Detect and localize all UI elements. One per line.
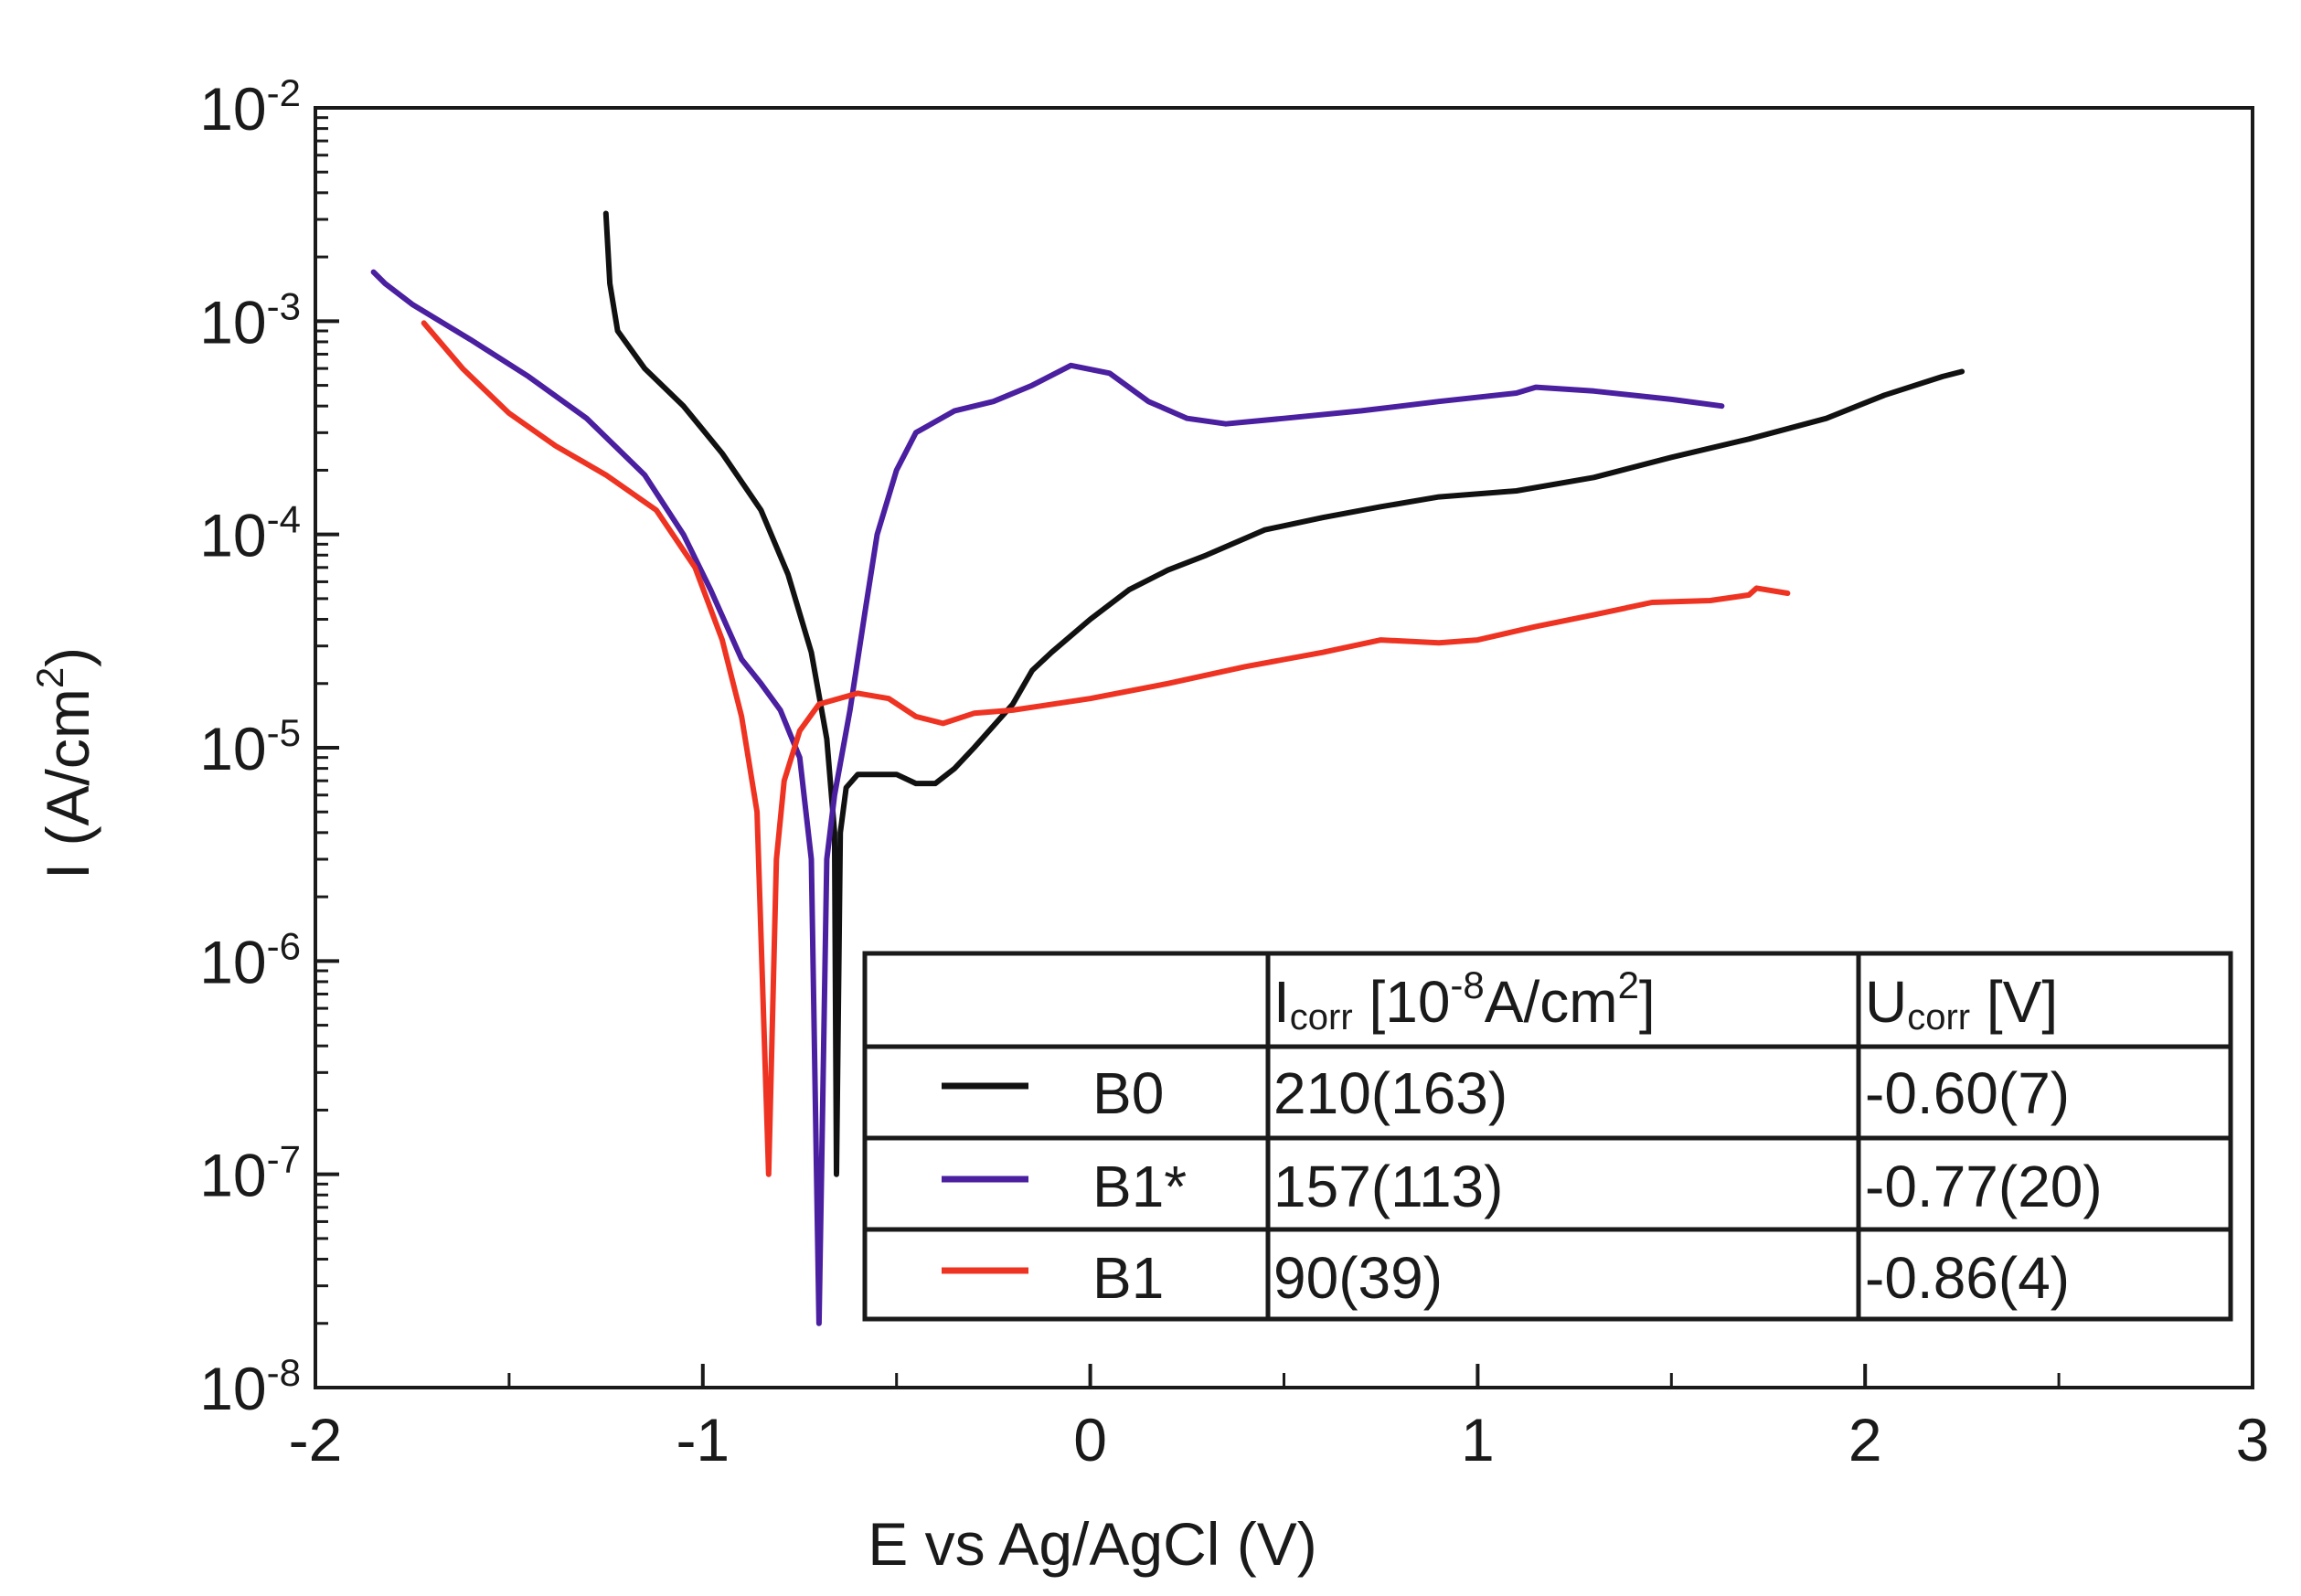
icorr-value-b1star: 157(113) [1273,1154,1503,1219]
x-tick-labels: -2 -1 0 1 2 3 [289,1406,2270,1474]
header-icorr-main: I [1273,969,1290,1035]
header-ucorr-rest: [V] [1970,969,2058,1035]
y-tick-label: 10-3 [199,284,301,356]
y-tick-label: 10-6 [199,924,301,995]
ucorr-value-b0: -0.60(7) [1865,1060,2070,1126]
series-line-b1 [421,320,1791,1177]
y-axis-title: I (A/cm2) [28,647,101,879]
x-tick-label: 2 [1848,1406,1882,1474]
x-tick-label: 1 [1461,1406,1495,1474]
y-axis-title-main: I (A/cm [34,688,101,879]
y-tick-label: 10-2 [199,71,301,143]
x-tick-label: 0 [1073,1406,1107,1474]
x-tick-label: 3 [2236,1406,2270,1474]
plot-frame [314,106,2254,1389]
header-icorr: Icorr [10-8A/cm2] [1273,963,1656,1037]
icorr-value-b1: 90(39) [1273,1245,1443,1311]
y-tick-labels: 10-2 10-3 10-4 10-5 10-6 10-7 10-8 [199,71,301,1422]
x-axis-title: E vs Ag/AgCl (V) [868,1510,1317,1578]
legend-label-b1star: B1* [1092,1154,1187,1219]
ucorr-value-b1star: -0.77(20) [1865,1154,2103,1219]
icorr-value-b0: 210(163) [1273,1060,1507,1126]
legend-label-b0: B0 [1092,1060,1164,1126]
y-tick-label: 10-7 [199,1138,301,1209]
minor-ticks [315,116,2061,1388]
header-ucorr: Ucorr [V] [1865,969,2058,1037]
header-icorr-rest2: A/cm [1485,969,1618,1035]
series-line-b1star [370,269,1725,1326]
series-line-b0 [602,210,1965,1177]
header-icorr-rest3: ] [1639,969,1656,1035]
header-icorr-sup1: -8 [1450,963,1484,1006]
y-tick-label: 10-8 [199,1351,301,1422]
legend-table: Icorr [10-8A/cm2] Ucorr [V] B0 210(163) … [862,951,2233,1322]
y-tick-label: 10-5 [199,711,301,782]
header-ucorr-main: U [1865,969,1907,1035]
y-axis-title-sup: 2 [28,667,71,688]
header-ucorr-sub: corr [1907,997,1970,1037]
series-layer [370,210,1965,1326]
header-icorr-rest1: [10 [1353,969,1451,1035]
x-tick-label: -2 [289,1406,343,1474]
header-icorr-sub: corr [1290,997,1353,1037]
header-icorr-sup2: 2 [1618,963,1639,1006]
y-axis-title-close: ) [34,647,101,667]
legend-label-b1: B1 [1092,1245,1164,1311]
ucorr-value-b1: -0.86(4) [1865,1245,2070,1311]
x-tick-label: -1 [676,1406,730,1474]
y-tick-label: 10-4 [199,498,301,569]
